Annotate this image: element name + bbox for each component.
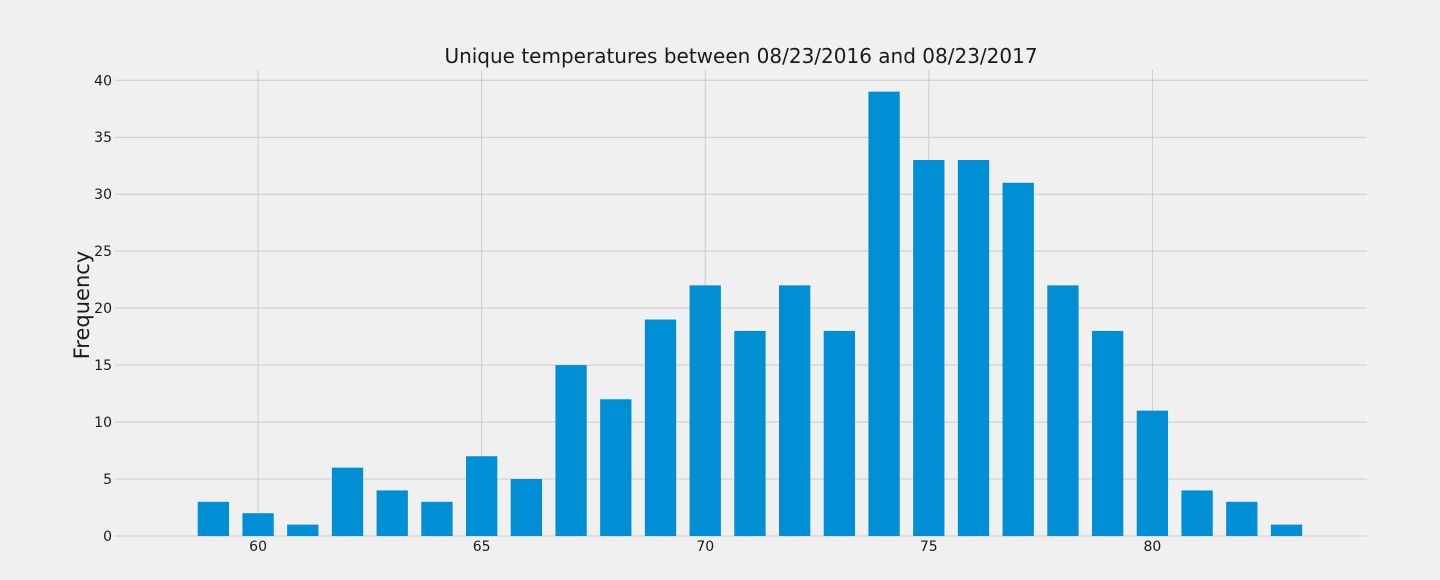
y-tick-label: 15 xyxy=(94,358,112,374)
y-tick-label: 25 xyxy=(94,244,112,260)
histogram-bar xyxy=(197,501,230,536)
histogram-bar xyxy=(868,91,900,536)
x-tick-label: 65 xyxy=(473,539,491,555)
y-tick-label: 20 xyxy=(94,301,112,317)
histogram-bar xyxy=(1092,330,1124,536)
tick-layer: 0 5 10 15 20 25 30 35 40 60 65 70 75 80 xyxy=(94,73,1161,555)
histogram-bar xyxy=(555,365,587,536)
histogram-bar xyxy=(376,490,408,536)
histogram-bar xyxy=(1181,490,1213,536)
histogram-bar xyxy=(957,160,990,537)
y-tick-label: 35 xyxy=(94,130,112,146)
histogram-bar xyxy=(600,399,632,536)
histogram-bar xyxy=(242,513,274,536)
histogram-bar xyxy=(734,330,766,536)
histogram-bar xyxy=(779,285,811,536)
histogram-bar xyxy=(421,501,453,536)
histogram-bar xyxy=(1270,524,1303,536)
histogram-bar xyxy=(823,330,856,536)
histogram-bar xyxy=(331,467,364,536)
y-tick-label: 10 xyxy=(94,415,112,431)
y-tick-label: 30 xyxy=(94,187,112,203)
histogram-bar xyxy=(913,160,945,537)
x-tick-label: 70 xyxy=(696,539,714,555)
y-tick-label: 40 xyxy=(94,73,112,89)
x-tick-label: 60 xyxy=(249,539,267,555)
x-tick-label: 80 xyxy=(1143,539,1161,555)
histogram-bar xyxy=(1136,410,1169,536)
histogram-bar xyxy=(510,479,543,536)
histogram-bar xyxy=(689,285,721,536)
bar-layer xyxy=(197,91,1303,537)
chart-title: Unique temperatures between 08/23/2016 a… xyxy=(444,44,1037,68)
x-tick-label: 75 xyxy=(920,539,938,555)
y-tick-label: 0 xyxy=(103,529,112,545)
histogram-bar xyxy=(287,524,319,536)
y-axis-label: Frequency xyxy=(70,251,94,360)
histogram-bar xyxy=(466,456,498,536)
histogram-bar xyxy=(1226,501,1258,536)
histogram-bar xyxy=(644,319,677,536)
histogram-bar xyxy=(1047,285,1079,536)
y-tick-label: 5 xyxy=(103,472,112,488)
histogram-bar xyxy=(1002,182,1034,537)
